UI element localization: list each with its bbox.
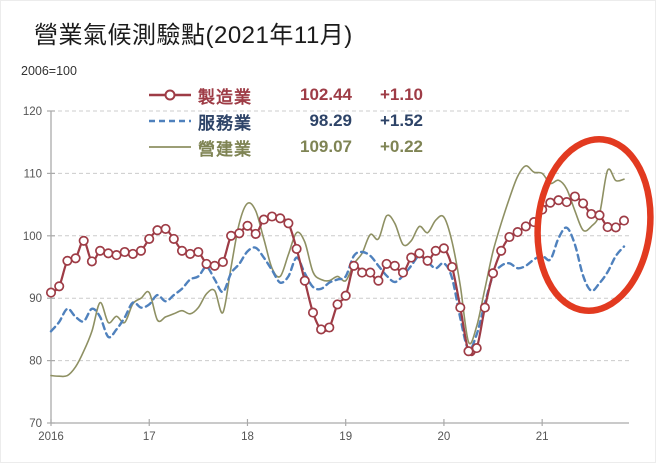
legend-label-construction: 營建業 (198, 139, 252, 159)
svg-text:70: 70 (29, 418, 42, 430)
series-製造業 (45, 191, 630, 357)
highlight-ellipse-annotation (534, 136, 654, 314)
svg-text:90: 90 (29, 293, 42, 305)
legend-item-services: 服務業 98.29 +1.52 (149, 108, 440, 134)
legend: 製造業 102.44 +1.10 服務業 98.29 +1.52 營建業 109… (149, 82, 440, 160)
axes (47, 110, 629, 426)
svg-text:20: 20 (438, 431, 451, 443)
svg-text:80: 80 (29, 356, 42, 368)
legend-change-services: +1.52 (380, 111, 424, 130)
svg-text:120: 120 (23, 106, 42, 118)
svg-text:100: 100 (23, 231, 42, 243)
legend-label-services: 服務業 (198, 113, 252, 133)
chart-title: 營業氣候測驗點(2021年11月) (34, 22, 353, 49)
svg-text:21: 21 (536, 431, 549, 443)
legend-item-construction: 營建業 109.07 +0.22 (149, 134, 440, 160)
legend-change-construction: +0.22 (380, 137, 424, 156)
services-line-sample-icon (149, 119, 191, 123)
svg-text:2016: 2016 (38, 431, 64, 443)
legend-change-manufacturing: +1.10 (380, 85, 424, 104)
manufacturing-line-sample-icon (149, 89, 191, 101)
legend-value-construction: 109.07 (300, 137, 352, 156)
series-服務業 (49, 226, 626, 352)
legend-value-services: 98.29 (309, 111, 352, 130)
svg-text:19: 19 (339, 431, 352, 443)
legend-value-manufacturing: 102.44 (300, 85, 352, 104)
svg-text:110: 110 (24, 168, 42, 180)
construction-line-sample-icon (149, 146, 191, 148)
gridlines (51, 110, 629, 362)
tick-labels: 70 80 90 100 110 120 2016 17 18 19 20 21 (23, 106, 549, 443)
svg-text:18: 18 (241, 431, 254, 443)
series-營建業 (50, 165, 625, 378)
legend-label-manufacturing: 製造業 (198, 87, 252, 107)
legend-item-manufacturing: 製造業 102.44 +1.10 (149, 82, 440, 108)
index-base-note: 2006=100 (21, 64, 77, 78)
svg-text:17: 17 (143, 431, 156, 443)
